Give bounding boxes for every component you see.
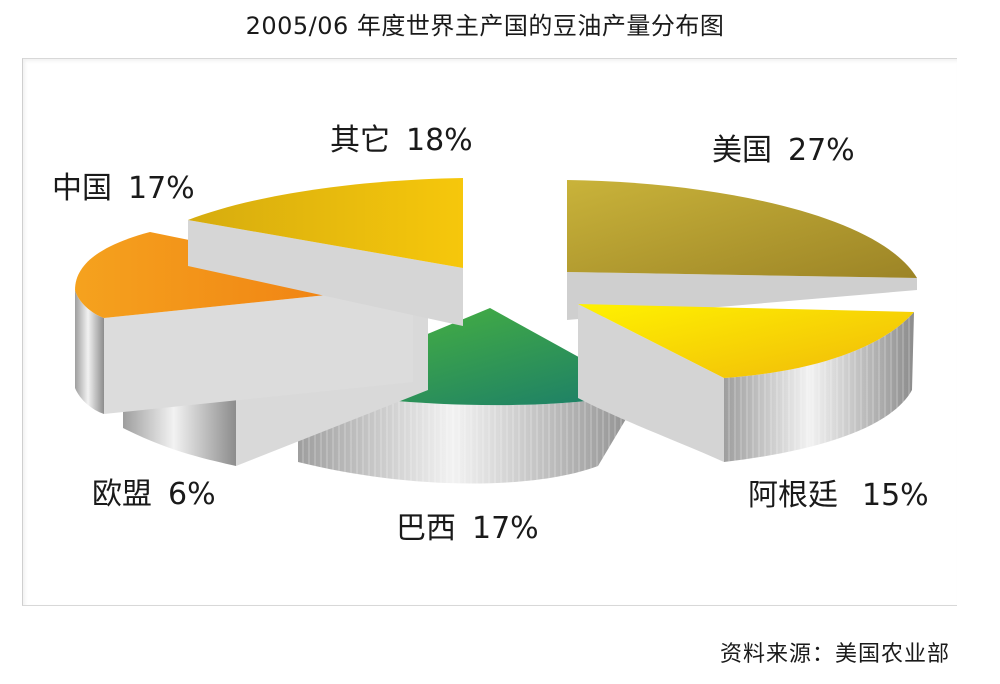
svg-text:中国: 中国	[52, 171, 112, 206]
svg-text:阿根廷: 阿根廷	[748, 478, 838, 513]
svg-text:美国: 美国	[712, 133, 772, 168]
svg-text:6%: 6%	[168, 477, 216, 512]
chart-title: 2005/06 年度世界主产国的豆油产量分布图	[245, 12, 725, 40]
svg-text:17%: 17%	[472, 511, 539, 546]
svg-text:27%: 27%	[788, 133, 855, 168]
slice-label-china: 中国 17%	[52, 171, 195, 206]
slice-label-eu: 欧盟 6%	[92, 477, 216, 512]
chart-frame	[22, 58, 957, 606]
svg-text:其它: 其它	[330, 123, 390, 158]
svg-text:17%: 17%	[128, 171, 195, 206]
slice-label-argentina: 阿根廷 15%	[748, 478, 929, 513]
svg-text:欧盟: 欧盟	[92, 477, 152, 512]
svg-text:18%: 18%	[406, 123, 473, 158]
pie-slice-others	[188, 178, 463, 326]
svg-text:巴西: 巴西	[396, 511, 456, 546]
slice-label-brazil: 巴西 17%	[396, 511, 539, 546]
slice-label-usa: 美国 27%	[712, 133, 855, 168]
source-note: 资料来源：美国农业部	[719, 642, 950, 667]
svg-text:15%: 15%	[862, 478, 929, 513]
pie-slice-usa	[567, 180, 917, 320]
slice-label-others: 其它 18%	[330, 123, 473, 158]
pie-slice-argentina	[578, 304, 914, 462]
